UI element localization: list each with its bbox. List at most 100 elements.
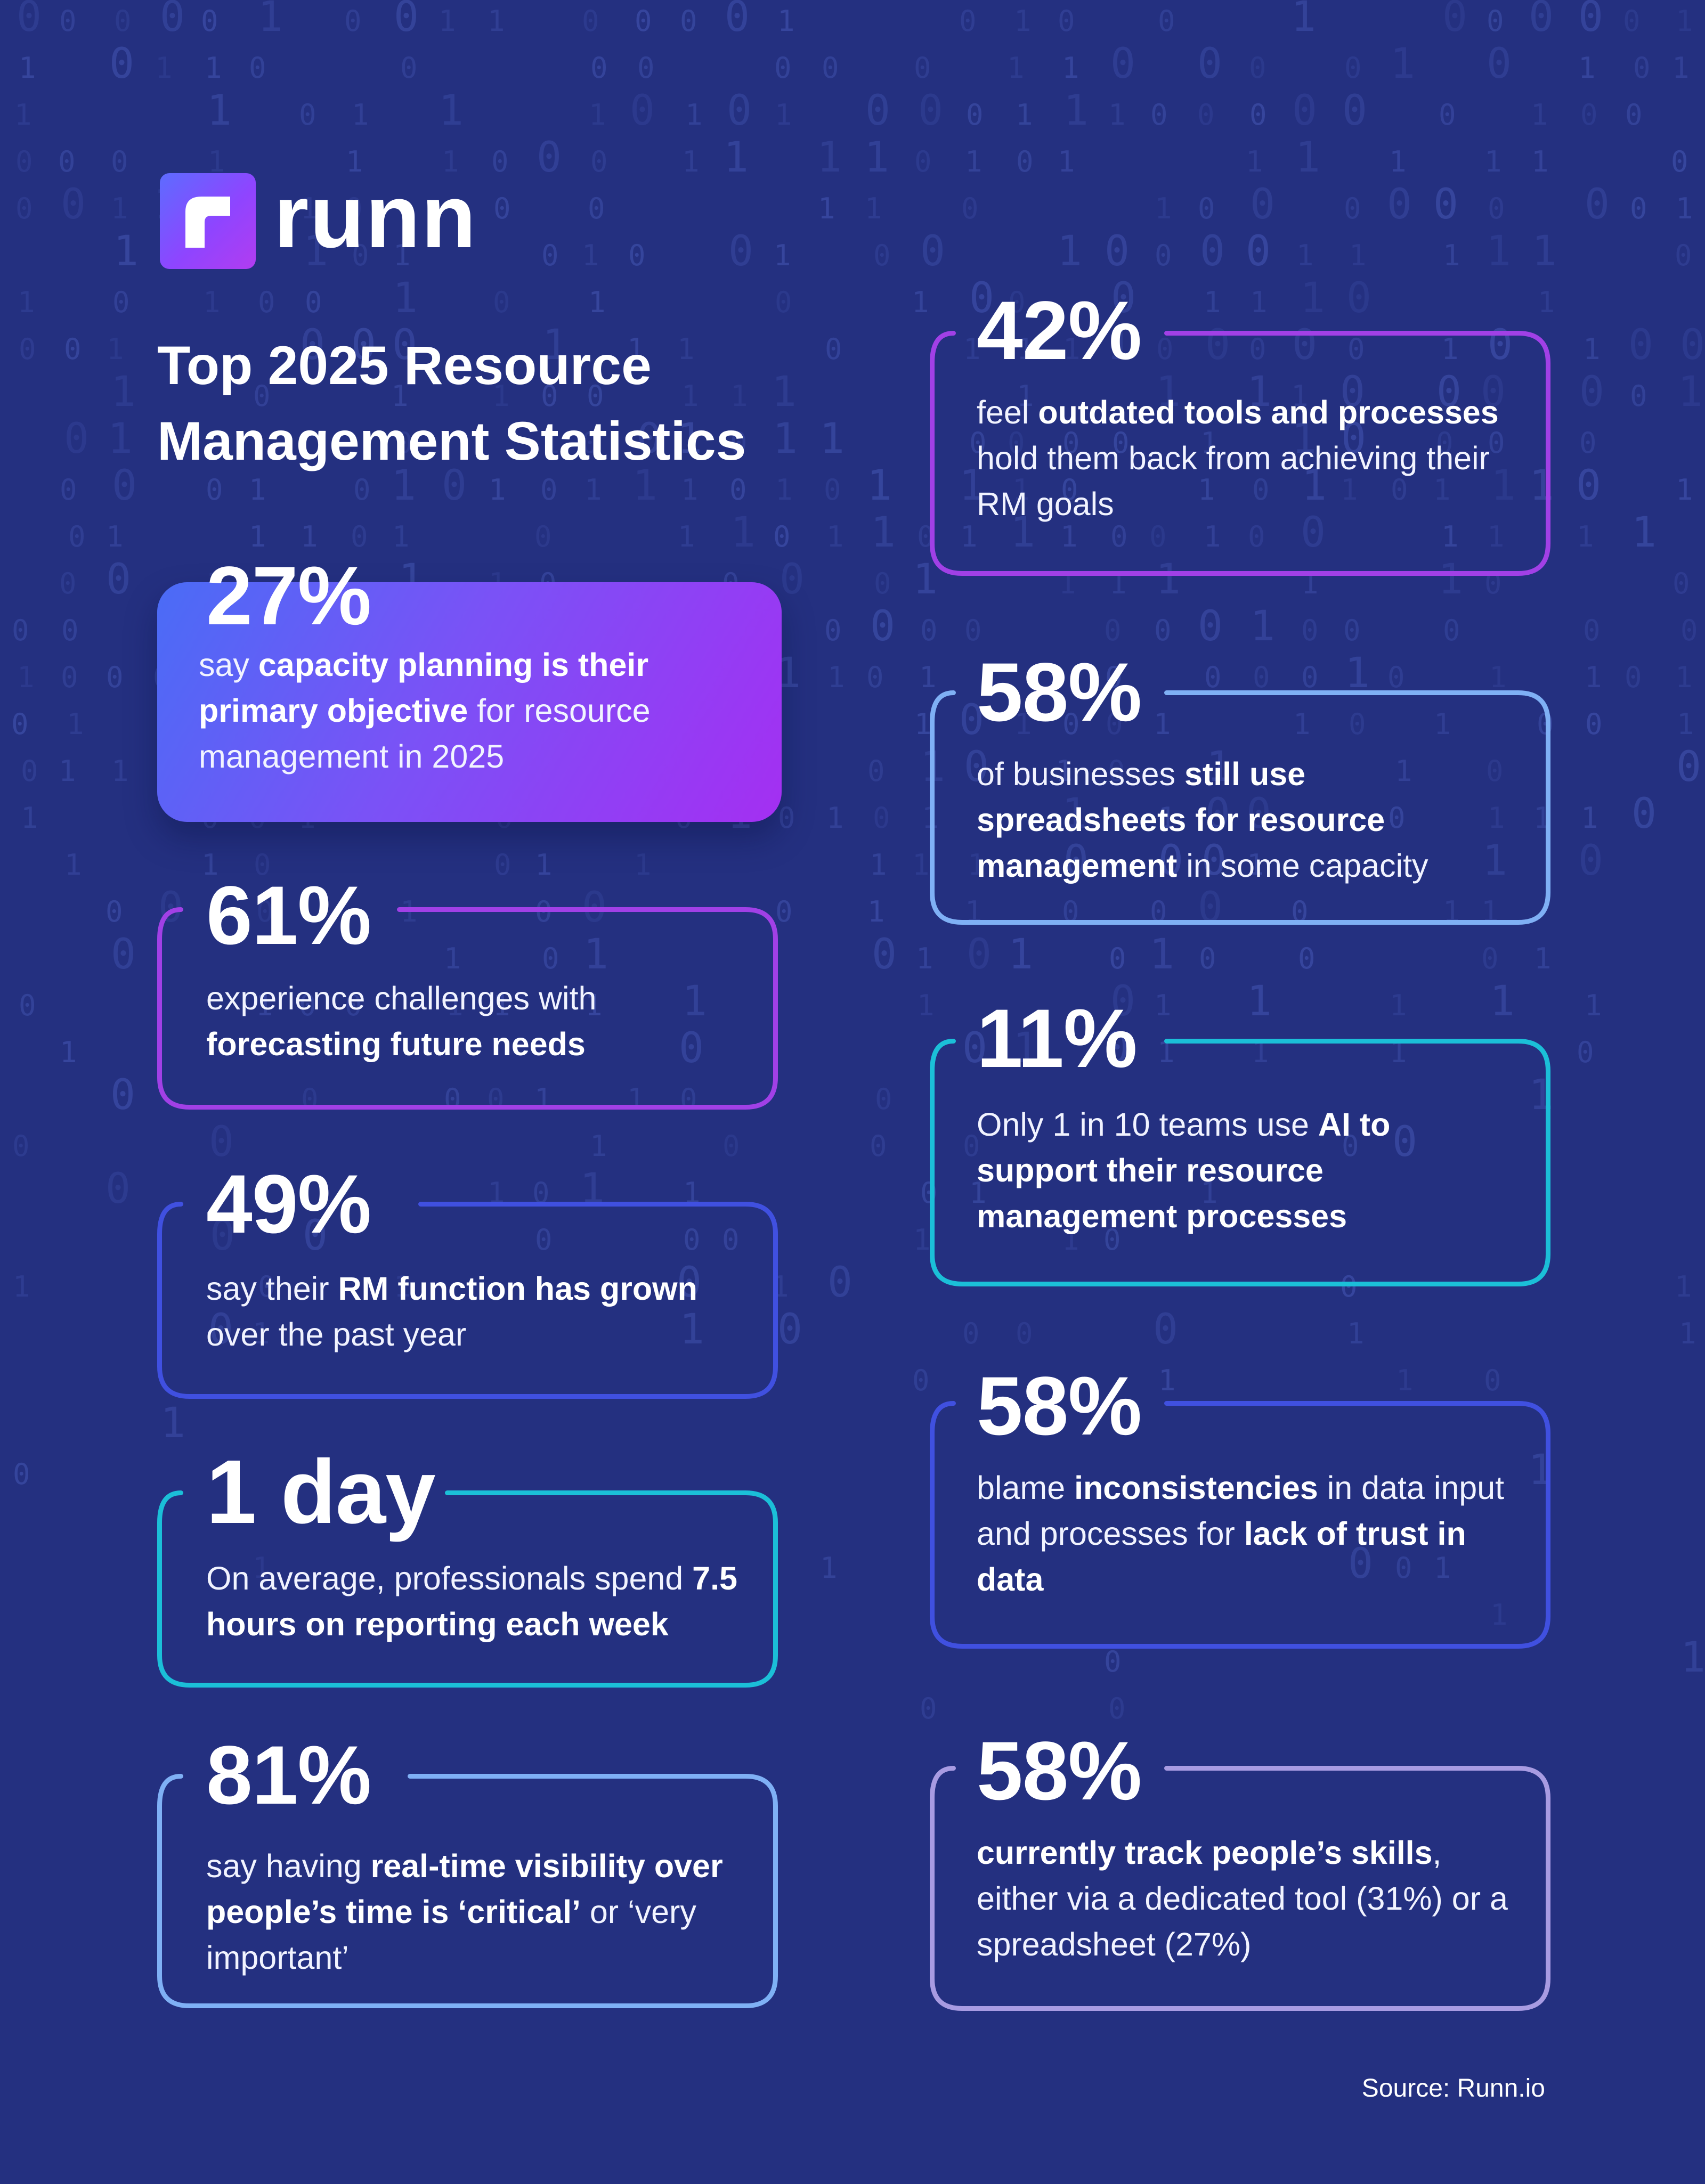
binary-digit: 1 [1585, 989, 1602, 1022]
binary-digit: 0 [111, 931, 136, 979]
binary-digit: 0 [1105, 227, 1130, 275]
binary-digit: 0 [1583, 614, 1601, 647]
binary-digit: 1 [1676, 473, 1693, 507]
binary-digit: 0 [1442, 0, 1467, 41]
binary-digit: 1 [1675, 661, 1693, 694]
binary-digit: 0 [873, 239, 891, 272]
source-credit: Source: Runn.io [1361, 2074, 1545, 2102]
binary-digit: 0 [106, 661, 124, 694]
binary-digit: 1 [1250, 286, 1268, 319]
binary-digit: 0 [11, 707, 29, 741]
binary-digit: 0 [1672, 567, 1690, 600]
binary-digit: 1 [1389, 145, 1407, 178]
binary-digit: 1 [205, 51, 222, 85]
binary-digit: 1 [1296, 239, 1314, 272]
binary-digit: 1 [817, 134, 842, 182]
binary-digit: 1 [1057, 227, 1082, 275]
binary-digit: 1 [864, 134, 889, 182]
stat-card-frame [157, 1202, 778, 1399]
binary-digit: 0 [1150, 98, 1168, 132]
binary-digit: 0 [534, 520, 552, 553]
binary-digit: 1 [820, 1551, 838, 1585]
stat-card-frame [157, 1774, 778, 2008]
stat-description-highlight: AI to support their resource management … [977, 1106, 1391, 1234]
stat-description-highlight: inconsistencies [1074, 1470, 1318, 1506]
binary-digit: 1 [258, 0, 283, 41]
binary-digit: 1 [916, 942, 933, 975]
stat-description: say capacity planning is their primary o… [199, 642, 746, 779]
runn-logo-mark-icon [160, 173, 256, 269]
binary-digit: 1 [107, 332, 124, 366]
binary-digit: 0 [114, 4, 132, 38]
binary-digit: 1 [13, 1270, 30, 1303]
stat-description-text: say their [206, 1270, 338, 1307]
binary-digit: 1 [775, 98, 792, 132]
stat-card-frame [157, 907, 778, 1110]
binary-digit: 1 [1008, 931, 1033, 979]
binary-digit: 0 [344, 4, 362, 38]
binary-digit: 0 [966, 98, 984, 132]
binary-digit: 0 [1246, 227, 1271, 275]
stat-card-frame [930, 1766, 1550, 2011]
stat-card: 42% feel outdated tools and processes hol… [930, 289, 1550, 576]
binary-digit: 0 [106, 556, 131, 604]
stat-description-highlight: capacity planning is their primary objec… [199, 647, 649, 729]
binary-digit: 1 [965, 145, 983, 178]
binary-digit: 0 [920, 227, 945, 275]
binary-digit: 0 [920, 1692, 937, 1725]
page-title: Top 2025 Resource Management Statistics [157, 328, 850, 479]
binary-digit: 1 [1158, 1364, 1176, 1397]
stat-description-text: say [199, 647, 258, 683]
binary-digit: 0 [19, 989, 36, 1022]
stat-description-text: , either via a dedicated tool (31%) or a… [977, 1835, 1508, 1962]
binary-digit: 0 [12, 1129, 30, 1163]
binary-digit: 0 [1058, 4, 1075, 38]
binary-digit: 0 [628, 239, 646, 272]
binary-digit: 0 [1443, 614, 1460, 647]
binary-digit: 1 [730, 509, 756, 557]
binary-digit: 0 [59, 4, 77, 38]
binary-digit: 1 [60, 1036, 77, 1069]
binary-digit: 1 [1149, 931, 1174, 979]
binary-digit: 1 [827, 661, 845, 694]
binary-digit: 0 [21, 754, 38, 788]
binary-digit: 1 [1347, 1317, 1365, 1350]
binary-digit: 0 [637, 51, 655, 85]
binary-digit: 0 [1439, 98, 1456, 132]
stat-description-text: in some capacity [1177, 847, 1428, 884]
binary-digit: 1 [912, 848, 930, 882]
binary-digit: 0 [1197, 40, 1222, 88]
binary-digit: 1 [203, 286, 221, 319]
stat-description: experience challenges with forecasting f… [206, 975, 746, 1067]
binary-digit: 0 [920, 614, 938, 647]
binary-digit: 0 [1433, 181, 1458, 229]
stat-description-highlight: currently track people’s skills [977, 1835, 1433, 1871]
binary-digit: 0 [827, 1259, 852, 1307]
binary-digit: 0 [19, 332, 36, 366]
binary-digit: 1 [1016, 98, 1033, 132]
stat-card-border [157, 1202, 778, 1399]
binary-digit: 1 [1007, 51, 1025, 85]
binary-digit: 1 [111, 368, 136, 416]
binary-digit: 0 [1108, 1692, 1126, 1725]
binary-digit: 1 [871, 509, 896, 557]
binary-digit: 0 [1249, 98, 1267, 132]
binary-digit: 0 [1344, 192, 1361, 225]
binary-digit: 0 [1346, 274, 1371, 322]
binary-digit: 0 [1155, 239, 1172, 272]
binary-digit: 1 [64, 848, 82, 882]
binary-digit: 1 [1486, 227, 1511, 275]
page-title-line-1: Top 2025 Resource [157, 335, 652, 396]
binary-digit: 0 [1579, 368, 1604, 416]
binary-digit: 1 [826, 520, 844, 553]
binary-digit: 1 [1490, 977, 1515, 1025]
stat-card-frame [930, 1401, 1550, 1649]
binary-digit: 1 [1678, 368, 1703, 416]
binary-digit: 0 [822, 51, 839, 85]
binary-digit: 1 [1014, 4, 1032, 38]
binary-digit: 0 [962, 1317, 980, 1350]
binary-digit: 0 [725, 0, 750, 41]
binary-digit: 0 [105, 1165, 131, 1213]
binary-digit: 0 [912, 1364, 930, 1397]
binary-digit: 0 [537, 134, 562, 182]
